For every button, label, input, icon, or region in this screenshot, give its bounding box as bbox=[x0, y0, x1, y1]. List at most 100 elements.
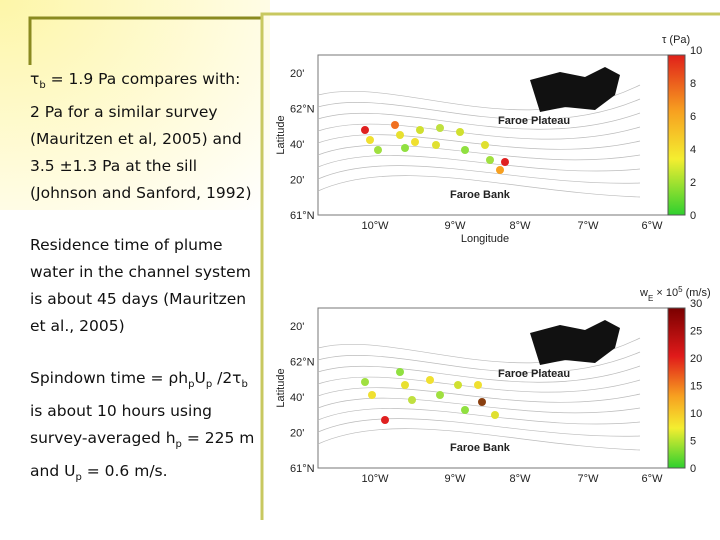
line: is about 45 days (Mauritzen bbox=[30, 286, 254, 313]
lon-label: 8°W bbox=[510, 220, 532, 232]
title-run: τ (Pa) bbox=[662, 34, 690, 46]
contour bbox=[317, 376, 641, 393]
text-run: et al., 2005) bbox=[30, 317, 125, 336]
line: (Johnson and Sanford, 1992) bbox=[30, 180, 254, 207]
text-run: = 1.9 Pa compares with: bbox=[45, 70, 241, 88]
survey-point bbox=[381, 416, 389, 424]
colorbar-title: τ (Pa) bbox=[662, 34, 690, 46]
lon-label: 9°W bbox=[445, 473, 467, 485]
lat-label: 62°N bbox=[290, 357, 315, 369]
place-label: Faroe Plateau bbox=[498, 115, 570, 127]
paragraph: Spindown time = ρhpUp /2τb is about 10 ho… bbox=[30, 365, 254, 491]
contour bbox=[317, 387, 641, 403]
colorbar-tick-label: 0 bbox=[690, 210, 696, 222]
text-run: (Johnson and Sanford, 1992) bbox=[30, 184, 252, 203]
survey-point bbox=[474, 381, 482, 389]
colorbar-tick-label: 0 bbox=[690, 463, 696, 475]
lon-label: 9°W bbox=[445, 220, 467, 232]
survey-point bbox=[396, 131, 404, 139]
line: 2 Pa for a similar survey bbox=[30, 99, 254, 126]
contour bbox=[317, 397, 641, 414]
lat-label: 61°N bbox=[290, 210, 315, 222]
lon-label: 8°W bbox=[510, 473, 532, 485]
text-run: is about 45 days (Mauritzen bbox=[30, 290, 247, 309]
contour bbox=[317, 175, 641, 198]
x-axis-label: Longitude bbox=[461, 233, 509, 245]
survey-point bbox=[478, 398, 486, 406]
contour bbox=[317, 165, 641, 184]
survey-point bbox=[361, 126, 369, 134]
paragraph: Residence time of plume water in the chan… bbox=[30, 232, 254, 340]
place-label: Faroe Bank bbox=[450, 189, 511, 201]
island bbox=[530, 67, 620, 112]
colorbar-tick-label: 15 bbox=[690, 381, 702, 393]
contour bbox=[317, 155, 641, 172]
survey-point bbox=[368, 391, 376, 399]
title-run: (m/s) bbox=[683, 287, 711, 299]
survey-point bbox=[501, 158, 509, 166]
text-run: /2τ bbox=[212, 369, 242, 388]
survey-point bbox=[491, 411, 499, 419]
subscript: p bbox=[205, 379, 213, 391]
lon-label: 6°W bbox=[642, 473, 664, 485]
survey-point bbox=[454, 381, 462, 389]
line: 3.5 ±1.3 Pa at the sill bbox=[30, 153, 254, 180]
survey-point bbox=[401, 381, 409, 389]
text-run: and U bbox=[30, 462, 76, 481]
subscript: p bbox=[75, 472, 82, 484]
survey-point bbox=[461, 406, 469, 414]
survey-point bbox=[481, 141, 489, 149]
text-run: water in the channel system bbox=[30, 263, 251, 282]
colorbar-tick-label: 10 bbox=[690, 45, 702, 57]
survey-point bbox=[401, 144, 409, 152]
paragraph: τb = 1.9 Pa compares with: 2 Pa for a sim… bbox=[30, 66, 254, 207]
survey-point bbox=[374, 146, 382, 154]
line: (Mauritzen et al, 2005) and bbox=[30, 126, 254, 153]
lat-label: 20' bbox=[290, 68, 304, 80]
contour bbox=[317, 418, 641, 437]
line: water in the channel system bbox=[30, 259, 254, 286]
colorbar-tick-label: 8 bbox=[690, 78, 696, 90]
survey-point bbox=[391, 121, 399, 129]
lat-label: 20' bbox=[290, 175, 304, 187]
island bbox=[530, 320, 620, 365]
place-label: Faroe Bank bbox=[450, 442, 511, 454]
colorbar bbox=[667, 307, 686, 469]
lat-label: 20' bbox=[290, 428, 304, 440]
subscript: p bbox=[175, 439, 182, 451]
highlight bbox=[0, 0, 270, 210]
subscript: b bbox=[241, 379, 248, 391]
colorbar-tick-label: 4 bbox=[690, 144, 696, 156]
line: Spindown time = ρhpUp /2τb bbox=[30, 365, 254, 398]
survey-point bbox=[366, 136, 374, 144]
text-run: Spindown time = ρh bbox=[30, 369, 189, 388]
lon-label: 7°W bbox=[578, 220, 600, 232]
lon-label: 10°W bbox=[361, 220, 389, 232]
line: is about 10 hours using bbox=[30, 398, 254, 425]
survey-point bbox=[396, 368, 404, 376]
lat-label: 20' bbox=[290, 321, 304, 333]
contour bbox=[317, 98, 641, 120]
survey-point bbox=[416, 126, 424, 134]
text-run: U bbox=[194, 369, 206, 388]
subscript: b bbox=[39, 80, 46, 92]
line: survey-averaged hp = 225 m bbox=[30, 425, 254, 458]
survey-point bbox=[496, 166, 504, 174]
colorbar-tick-label: 10 bbox=[690, 408, 702, 420]
colorbar-tick-label: 6 bbox=[690, 111, 696, 123]
survey-point bbox=[456, 128, 464, 136]
text-run: is about 10 hours using bbox=[30, 402, 212, 421]
text-run: = 225 m bbox=[181, 429, 255, 448]
line: et al., 2005) bbox=[30, 313, 254, 340]
survey-point bbox=[426, 376, 434, 384]
frame bbox=[28, 16, 262, 65]
colorbar-title: wE × 105 (m/s) bbox=[639, 285, 711, 303]
lat-label: 62°N bbox=[290, 104, 315, 116]
text-run: survey-averaged h bbox=[30, 429, 176, 448]
text-run: τ bbox=[30, 70, 40, 88]
survey-point bbox=[408, 396, 416, 404]
line: Residence time of plume bbox=[30, 232, 254, 259]
contour bbox=[317, 428, 641, 451]
